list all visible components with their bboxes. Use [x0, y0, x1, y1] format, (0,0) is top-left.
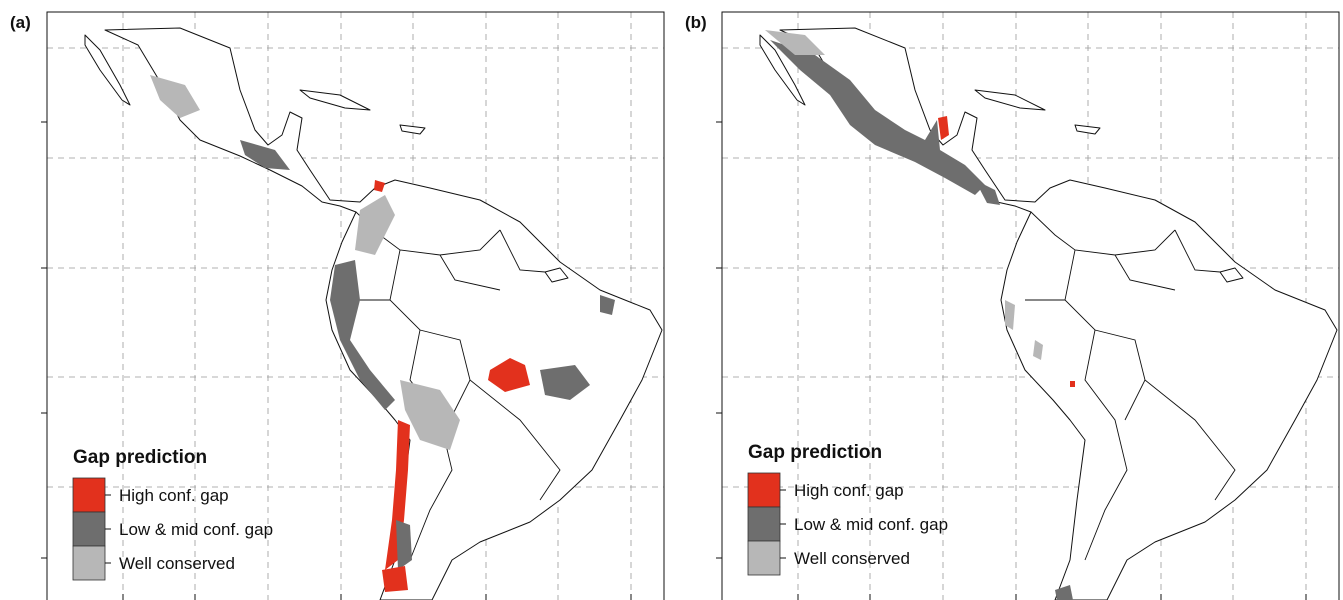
legend-label: Low & mid conf. gap	[119, 520, 273, 539]
figure: (a) Gap prediction High conf. gap Low & mid…	[0, 0, 1343, 600]
legend-label: Well conserved	[794, 549, 910, 568]
legend-label: High conf. gap	[794, 481, 904, 500]
legend-label: Low & mid conf. gap	[794, 515, 948, 534]
panel-label: (a)	[10, 13, 31, 32]
legend-swatch	[73, 546, 105, 580]
panel: (b) Gap prediction High conf. gap Low & mid…	[685, 12, 1339, 600]
legend-title: Gap prediction	[748, 442, 882, 463]
legend-swatch	[73, 512, 105, 546]
map	[47, 12, 664, 600]
legend-label: Well conserved	[119, 554, 235, 573]
map	[722, 12, 1339, 600]
legend-label: High conf. gap	[119, 486, 229, 505]
legend-title: Gap prediction	[73, 447, 207, 468]
legend-swatch	[748, 473, 780, 507]
legend-swatch	[748, 507, 780, 541]
panel: (a) Gap prediction High conf. gap Low & mid…	[10, 12, 664, 600]
basemap	[722, 12, 1339, 600]
panel-label: (b)	[685, 13, 707, 32]
legend-swatch	[73, 478, 105, 512]
legend-swatch	[748, 541, 780, 575]
